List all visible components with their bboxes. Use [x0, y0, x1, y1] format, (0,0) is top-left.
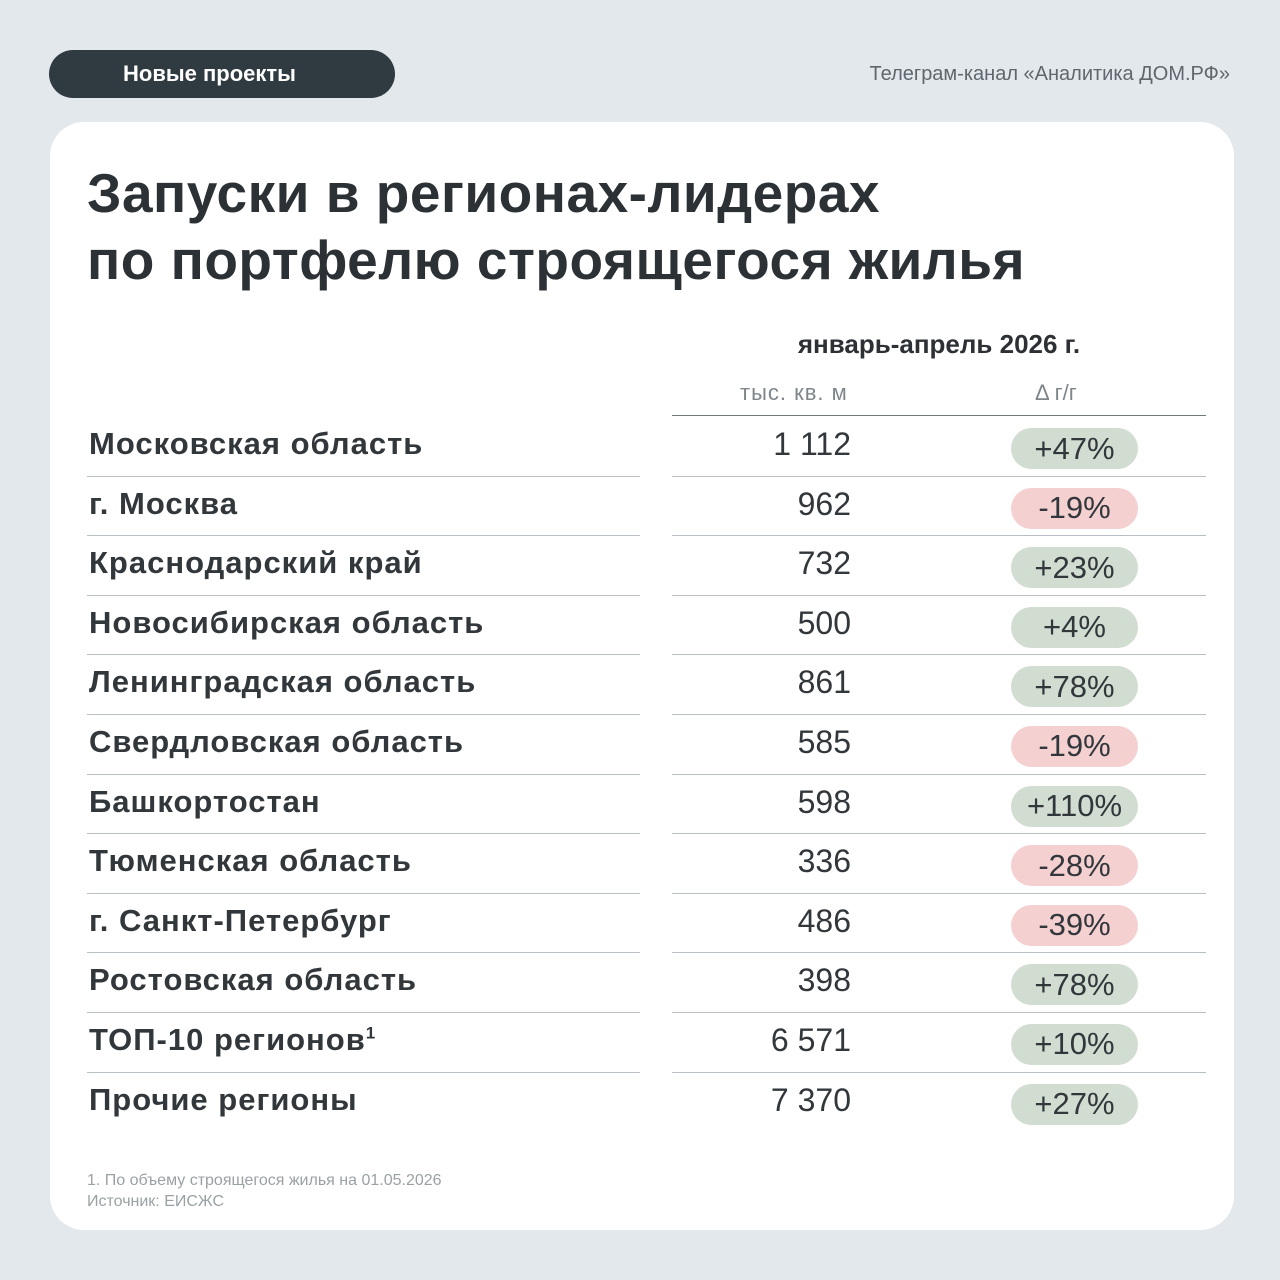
channel-name: Телеграм-канал «Аналитика ДОМ.РФ» [869, 63, 1230, 85]
table-row: Тюменская область 336 -28% [50, 834, 1234, 894]
row-divider [87, 713, 640, 715]
region-label: Башкортостан [89, 783, 321, 819]
region-label: Новосибирская область [89, 604, 485, 640]
table-row: Краснодарский край 732 +23% [50, 536, 1234, 596]
content-card: Запуски в регионах-лидерах по портфелю с… [50, 122, 1234, 1230]
volume-value: 861 [797, 664, 851, 701]
region-label: г. Санкт-Петербург [89, 902, 392, 938]
yoy-badge-positive: +78% [1011, 964, 1138, 1006]
row-divider [672, 892, 1206, 894]
title-line-2: по портфелю строящегося жилья [87, 229, 1026, 291]
row-divider [672, 654, 1206, 656]
period-header: январь-апрель 2026 г. [797, 329, 1081, 359]
table-row: ТОП-10 регионов1 6 571 +10% [50, 1013, 1234, 1073]
volume-value: 336 [797, 843, 851, 880]
region-label: ТОП-10 регионов [89, 1021, 366, 1057]
row-divider [87, 773, 640, 775]
volume-value: 7 370 [770, 1081, 851, 1118]
yoy-badge-positive: +47% [1011, 428, 1138, 469]
row-divider [672, 713, 1206, 715]
row-divider [672, 594, 1206, 596]
table-row: Ленинградская область 861 +78% [50, 655, 1234, 715]
volume-value: 732 [797, 545, 851, 582]
region-name: Ленинградская область [89, 664, 476, 700]
region-label: Свердловская область [89, 723, 465, 759]
yoy-badge-positive: +23% [1011, 547, 1138, 589]
table-row: Башкортостан 598 +110% [50, 775, 1234, 835]
row-divider [87, 1011, 640, 1013]
region-label: Тюменская область [89, 843, 412, 879]
row-divider [672, 952, 1206, 954]
column-header-volume: тыс. кв. м [740, 380, 848, 405]
volume-value: 585 [797, 723, 851, 760]
volume-value: 962 [797, 485, 851, 522]
region-name: г. Москва [89, 486, 238, 522]
volume-value: 486 [797, 902, 851, 939]
table-row: Московская область 1 112 +47% [50, 417, 1234, 477]
footnote: 1. По объему строящегося жилья на 01.05.… [87, 1170, 442, 1212]
yoy-badge-negative: -19% [1011, 487, 1138, 529]
yoy-badge-negative: -19% [1011, 725, 1138, 767]
yoy-badge-positive: +110% [1011, 785, 1138, 827]
region-label: Прочие регионы [89, 1081, 358, 1117]
row-divider [87, 535, 640, 537]
region-name: Башкортостан [89, 784, 321, 820]
row-divider [87, 952, 640, 954]
section-tag: Новые проекты [49, 50, 395, 98]
table-row: г. Санкт-Петербург 486 -39% [50, 894, 1234, 954]
row-divider [87, 475, 640, 477]
row-divider [672, 535, 1206, 537]
yoy-badge-positive: +78% [1011, 666, 1138, 708]
volume-value: 1 112 [773, 426, 851, 462]
row-divider [672, 833, 1206, 835]
region-label: г. Москва [89, 485, 239, 521]
table-row: Свердловская область 585 -19% [50, 715, 1234, 775]
column-header-yoy: Δ г/г [1035, 380, 1077, 405]
row-divider [87, 892, 640, 894]
table-row: Ростовская область 398 +78% [50, 953, 1234, 1013]
yoy-badge-negative: -39% [1011, 904, 1138, 946]
volume-value: 500 [797, 604, 851, 641]
row-divider [672, 773, 1206, 775]
region-label: Ленинградская область [89, 664, 477, 700]
row-divider [87, 654, 640, 656]
region-name: Ростовская область [89, 962, 417, 998]
volume-value: 398 [797, 962, 851, 999]
region-table: Московская область 1 112 +47% г. Москва 962 -… [50, 417, 1234, 1132]
region-name: Новосибирская область [89, 605, 484, 641]
region-name: Краснодарский край [89, 545, 423, 581]
region-name: г. Санкт-Петербург [89, 903, 392, 939]
title-line-1: Запуски в регионах-лидерах [87, 162, 881, 224]
yoy-badge-positive: +4% [1011, 606, 1138, 648]
row-divider [87, 594, 640, 596]
table-row: Прочие регионы 7 370 +27% [50, 1073, 1234, 1133]
volume-value: 6 571 [770, 1021, 851, 1058]
row-divider [672, 1011, 1206, 1013]
region-name: Прочие регионы [89, 1082, 358, 1118]
region-label: Московская область [89, 426, 424, 461]
region-name: Свердловская область [89, 724, 464, 760]
page-title: Запуски в регионах-лидерах по портфелю с… [87, 160, 1025, 294]
volume-value: 598 [797, 783, 851, 820]
yoy-badge-negative: -28% [1011, 845, 1138, 887]
row-divider [87, 1071, 640, 1073]
row-divider [87, 833, 640, 835]
yoy-badge-positive: +10% [1011, 1023, 1138, 1065]
region-name: Московская область [89, 426, 423, 462]
region-label: Ростовская область [89, 962, 418, 998]
region-name: ТОП-10 регионов1 [89, 1022, 376, 1058]
region-name: Тюменская область [89, 843, 412, 879]
footnote-marker: 1 [365, 1023, 377, 1043]
header-divider [672, 415, 1206, 416]
table-row: г. Москва 962 -19% [50, 477, 1234, 537]
row-divider [672, 1071, 1206, 1073]
footnote-note: 1. По объему строящегося жилья на 01.05.… [87, 1172, 442, 1189]
row-divider [672, 475, 1206, 477]
yoy-badge-positive: +27% [1011, 1083, 1138, 1125]
footnote-source: Источник: ЕИСЖС [87, 1193, 225, 1210]
table-row: Новосибирская область 500 +4% [50, 596, 1234, 656]
region-label: Краснодарский край [89, 545, 423, 581]
